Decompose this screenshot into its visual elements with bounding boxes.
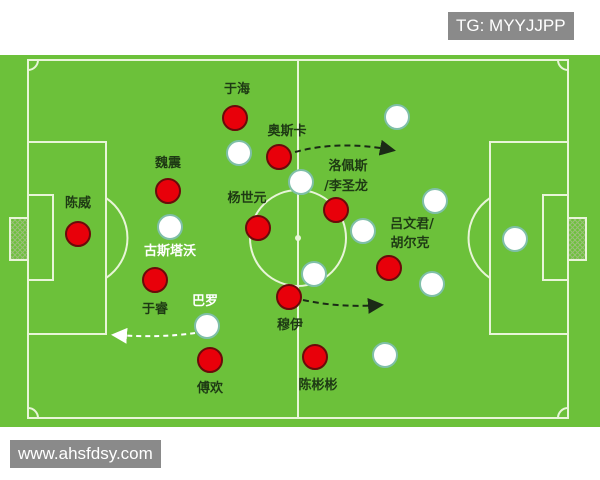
grass — [0, 55, 600, 427]
white-player-marker — [502, 226, 528, 252]
white-player-marker — [288, 169, 314, 195]
player-label: 陈彬彬 — [298, 377, 337, 393]
player-label: /李圣龙 — [324, 178, 368, 194]
watermark-bottom: www.ahsfdsy.com — [10, 440, 161, 468]
white-player-marker — [384, 104, 410, 130]
red-player-marker — [197, 347, 223, 373]
white-player-marker — [350, 218, 376, 244]
player-label: 陈威 — [65, 195, 91, 211]
player-label: 巴罗 — [192, 294, 218, 309]
white-player-marker — [422, 188, 448, 214]
player-label: 吕文君/ — [390, 216, 434, 232]
watermark-top: TG: MYYJJPP — [448, 12, 574, 40]
player-label: 于睿 — [142, 301, 169, 317]
red-player-marker — [376, 255, 402, 281]
player-label: 于海 — [224, 81, 250, 97]
red-player-marker — [302, 344, 328, 370]
white-player-marker — [226, 140, 252, 166]
red-player-marker — [222, 105, 248, 131]
red-player-marker — [142, 267, 168, 293]
red-player-marker — [323, 197, 349, 223]
center-spot — [295, 235, 301, 241]
pitch-lines — [9, 59, 587, 419]
red-player-marker — [276, 284, 302, 310]
player-label: 魏震 — [154, 155, 182, 171]
white-player-marker — [301, 261, 327, 287]
player-label: 杨世元 — [227, 190, 266, 206]
white-player-marker — [372, 342, 398, 368]
white-player-marker — [157, 214, 183, 240]
white-player-marker — [419, 271, 445, 297]
player-label: 胡尔克 — [390, 235, 429, 251]
player-label: 古斯塔沃 — [144, 243, 196, 259]
run-arrow — [111, 327, 196, 344]
run-arrow — [302, 297, 384, 314]
red-player-marker — [245, 215, 271, 241]
player-label: 穆伊 — [277, 317, 303, 333]
player-label: 奥斯卡 — [267, 123, 306, 139]
player-label: 傅欢 — [196, 380, 224, 396]
red-player-marker — [155, 178, 181, 204]
red-player-marker — [266, 144, 292, 170]
red-player-marker — [65, 221, 91, 247]
player-label: 洛佩斯 — [328, 158, 367, 174]
white-player-marker — [194, 313, 220, 339]
